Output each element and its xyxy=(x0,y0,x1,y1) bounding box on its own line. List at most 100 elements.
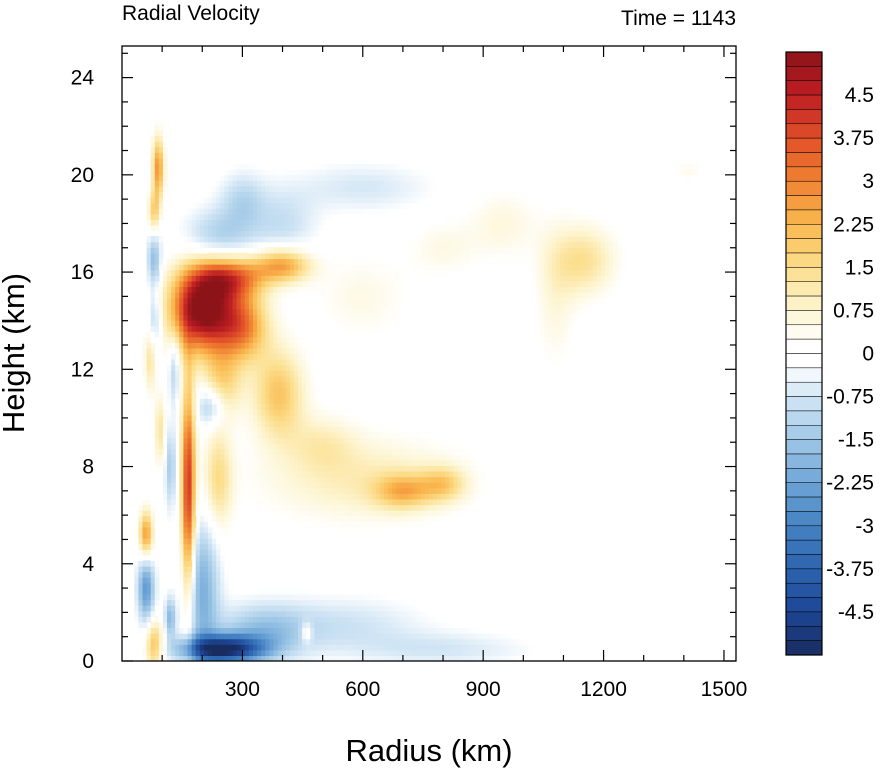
heatmap-cell xyxy=(216,342,221,349)
heatmap-cell xyxy=(412,252,418,260)
heatmap-cell xyxy=(183,319,189,327)
heatmap-cell xyxy=(199,459,205,466)
heatmap-cell xyxy=(277,375,283,383)
heatmap-cell xyxy=(461,264,467,271)
heatmap-cell xyxy=(322,280,328,288)
heatmap-cell xyxy=(285,605,291,612)
heatmap-cell xyxy=(232,616,238,623)
heatmap-cell xyxy=(207,605,213,612)
heatmap-cell xyxy=(179,331,184,338)
heatmap-cell xyxy=(277,616,283,623)
heatmap-cell xyxy=(420,633,426,640)
heatmap-cell xyxy=(244,498,250,506)
heatmap-cell xyxy=(404,482,410,489)
heatmap-cell xyxy=(212,403,217,411)
heatmap-cell xyxy=(187,370,193,377)
heatmap-cell xyxy=(281,415,287,422)
heatmap-cell xyxy=(269,493,275,500)
heatmap-cell xyxy=(240,476,246,483)
heatmap-cell xyxy=(183,655,189,661)
heatmap-cell xyxy=(158,621,164,629)
heatmap-cell xyxy=(191,370,197,377)
heatmap-cell xyxy=(289,510,295,517)
heatmap-cell xyxy=(171,521,176,528)
heatmap-cell xyxy=(338,442,344,450)
heatmap-cell xyxy=(437,264,442,271)
heatmap-cell xyxy=(375,593,381,601)
heatmap-cell xyxy=(490,644,496,651)
heatmap-cell xyxy=(474,649,479,657)
heatmap-cell xyxy=(293,459,299,466)
heatmap-cell xyxy=(351,308,356,315)
heatmap-cell xyxy=(162,353,168,360)
heatmap-cell xyxy=(183,515,189,522)
heatmap-cell xyxy=(363,644,369,651)
heatmap-cell xyxy=(138,605,144,612)
heatmap-cell xyxy=(273,599,279,606)
heatmap-cell xyxy=(482,454,487,461)
heatmap-cell xyxy=(306,655,311,661)
heatmap-cell xyxy=(433,476,438,483)
heatmap-cell xyxy=(171,476,176,483)
heatmap-cell xyxy=(224,560,230,567)
heatmap-cell xyxy=(437,258,442,265)
heatmap-cell xyxy=(191,325,197,332)
heatmap-cell xyxy=(343,610,348,617)
heatmap-cell xyxy=(281,364,287,371)
heatmap-cell xyxy=(138,627,144,634)
heatmap-cell xyxy=(412,526,418,534)
heatmap-cell xyxy=(248,638,254,645)
heatmap-cell xyxy=(228,375,234,383)
heatmap-cell xyxy=(203,538,209,545)
heatmap-cell xyxy=(179,487,184,494)
heatmap-cell xyxy=(195,269,201,276)
heatmap-cell xyxy=(195,347,201,355)
heatmap-cell xyxy=(490,638,496,645)
heatmap-cell xyxy=(216,431,221,438)
heatmap-cell xyxy=(244,482,250,489)
heatmap-cell xyxy=(445,269,451,276)
heatmap-cell xyxy=(605,292,610,299)
heatmap-cell xyxy=(400,476,406,483)
heatmap-cell xyxy=(195,599,201,606)
heatmap-cell xyxy=(326,314,332,321)
heatmap-cell xyxy=(527,269,532,276)
heatmap-cell xyxy=(244,605,250,612)
heatmap-cell xyxy=(199,258,205,265)
heatmap-cell xyxy=(175,655,180,661)
heatmap-cell xyxy=(293,504,299,511)
heatmap-cell xyxy=(547,292,553,299)
heatmap-cell xyxy=(310,252,315,260)
heatmap-cell xyxy=(351,275,356,282)
heatmap-cell xyxy=(338,258,344,265)
heatmap-cell xyxy=(244,236,250,243)
heatmap-cell xyxy=(207,487,213,494)
heatmap-cell xyxy=(453,465,459,472)
heatmap-cell xyxy=(179,437,184,444)
heatmap-cell xyxy=(318,599,324,606)
heatmap-cell xyxy=(212,426,217,433)
heatmap-cell xyxy=(293,375,299,383)
heatmap-cell xyxy=(465,465,471,472)
heatmap-cell xyxy=(580,258,586,265)
heatmap-cell xyxy=(187,314,193,321)
heatmap-cell xyxy=(240,498,246,506)
heatmap-cell xyxy=(613,292,618,299)
heatmap-cell xyxy=(347,303,352,310)
heatmap-cell xyxy=(457,498,463,506)
heatmap-cell xyxy=(343,426,348,433)
heatmap-cell xyxy=(359,264,365,271)
heatmap-cell xyxy=(150,565,156,573)
heatmap-cell xyxy=(580,308,586,315)
heatmap-cell xyxy=(285,292,291,299)
heatmap-cell xyxy=(388,308,393,315)
heatmap-cell xyxy=(523,247,528,254)
heatmap-cell xyxy=(388,655,393,661)
heatmap-cell xyxy=(257,627,262,634)
heatmap-cell xyxy=(330,292,336,299)
heatmap-cell xyxy=(388,280,393,288)
heatmap-cell xyxy=(199,454,205,461)
heatmap-cell xyxy=(293,280,299,288)
heatmap-cell xyxy=(605,269,610,276)
heatmap-cell xyxy=(559,342,565,349)
